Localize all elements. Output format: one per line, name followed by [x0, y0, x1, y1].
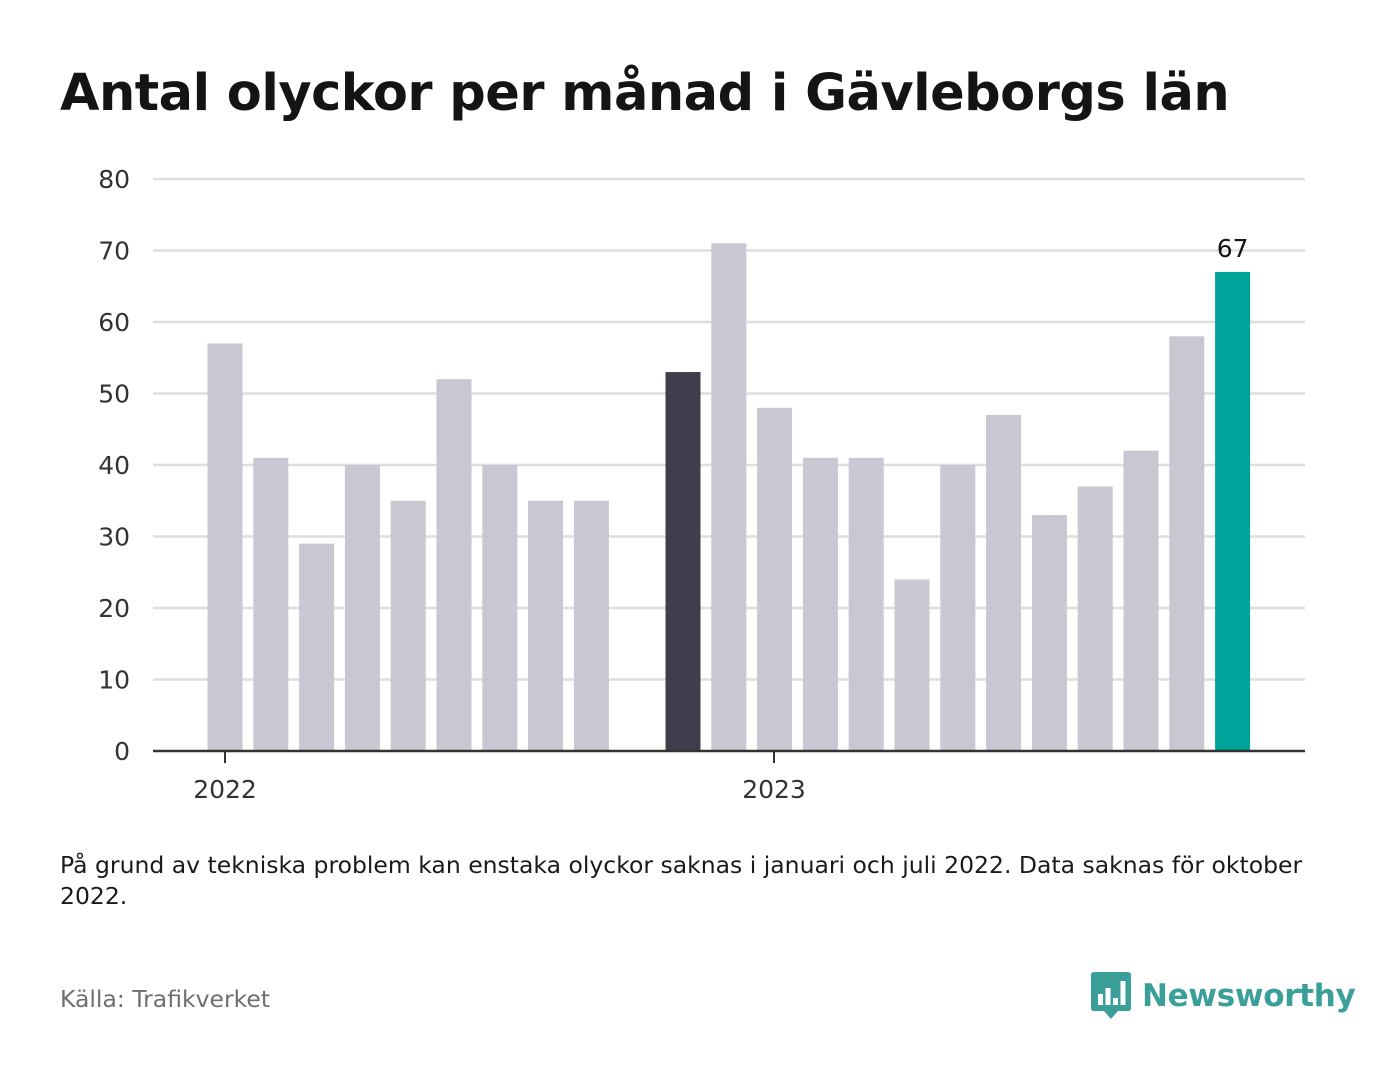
bar-2022-04 — [344, 465, 380, 751]
y-tick-label: 60 — [98, 308, 130, 337]
y-tick-label: 10 — [98, 666, 130, 695]
y-tick-label: 80 — [98, 165, 130, 194]
y-tick-label: 40 — [98, 451, 130, 480]
y-tick-label: 70 — [98, 237, 130, 266]
bar-2022-06 — [436, 379, 472, 751]
bar-2023-05 — [940, 465, 976, 751]
source-credit: Källa: Trafikverket — [60, 985, 271, 1013]
bar-2022-03 — [299, 543, 335, 751]
bar-2023-09 — [1123, 450, 1159, 751]
data-label: 67 — [1217, 234, 1249, 263]
bar-2023-03 — [848, 457, 884, 751]
footnote: På grund av tekniska problem kan enstaka… — [60, 851, 1303, 910]
bar-2023-04 — [894, 579, 930, 751]
bar-2023-02 — [802, 457, 838, 751]
bar-2022-12 — [711, 243, 747, 751]
y-tick-label: 30 — [98, 523, 130, 552]
bar-2022-02 — [253, 457, 289, 751]
bar-2023-06 — [986, 414, 1022, 751]
x-tick-label: 2022 — [193, 775, 257, 804]
x-tick-label: 2023 — [742, 775, 806, 804]
brand-name: Newsworthy — [1142, 978, 1356, 1014]
bar-chart: 0 10 20 30 40 50 60 70 80 67 2022 2023 — [98, 165, 1305, 804]
y-tick-label: 0 — [114, 737, 130, 766]
y-tick-label: 50 — [98, 380, 130, 409]
bar-2022-08 — [528, 500, 564, 751]
bar-2022-09 — [573, 500, 609, 751]
bar-2022-07 — [482, 465, 518, 751]
bar-2023-08 — [1077, 486, 1113, 751]
bar-2022-01 — [207, 343, 243, 751]
newsworthy-chart-bubble-icon — [1091, 972, 1131, 1019]
bar-2023-01 — [757, 407, 793, 751]
bar-2022-05 — [390, 500, 426, 751]
x-axis-ticks: 2022 2023 — [193, 751, 806, 804]
y-tick-label: 20 — [98, 594, 130, 623]
newsworthy-logo: Newsworthy — [1090, 970, 1356, 1022]
bar-2022-11 — [665, 372, 701, 751]
chart-title: Antal olyckor per månad i Gävleborgs län — [60, 64, 1230, 123]
y-axis-tick-labels: 0 10 20 30 40 50 60 70 80 — [98, 165, 130, 766]
bar-2023-11 — [1215, 271, 1251, 751]
bar-2023-10 — [1169, 336, 1205, 751]
bars — [207, 243, 1251, 751]
data-labels: 67 — [1217, 234, 1249, 263]
bar-2023-07 — [1031, 515, 1067, 751]
